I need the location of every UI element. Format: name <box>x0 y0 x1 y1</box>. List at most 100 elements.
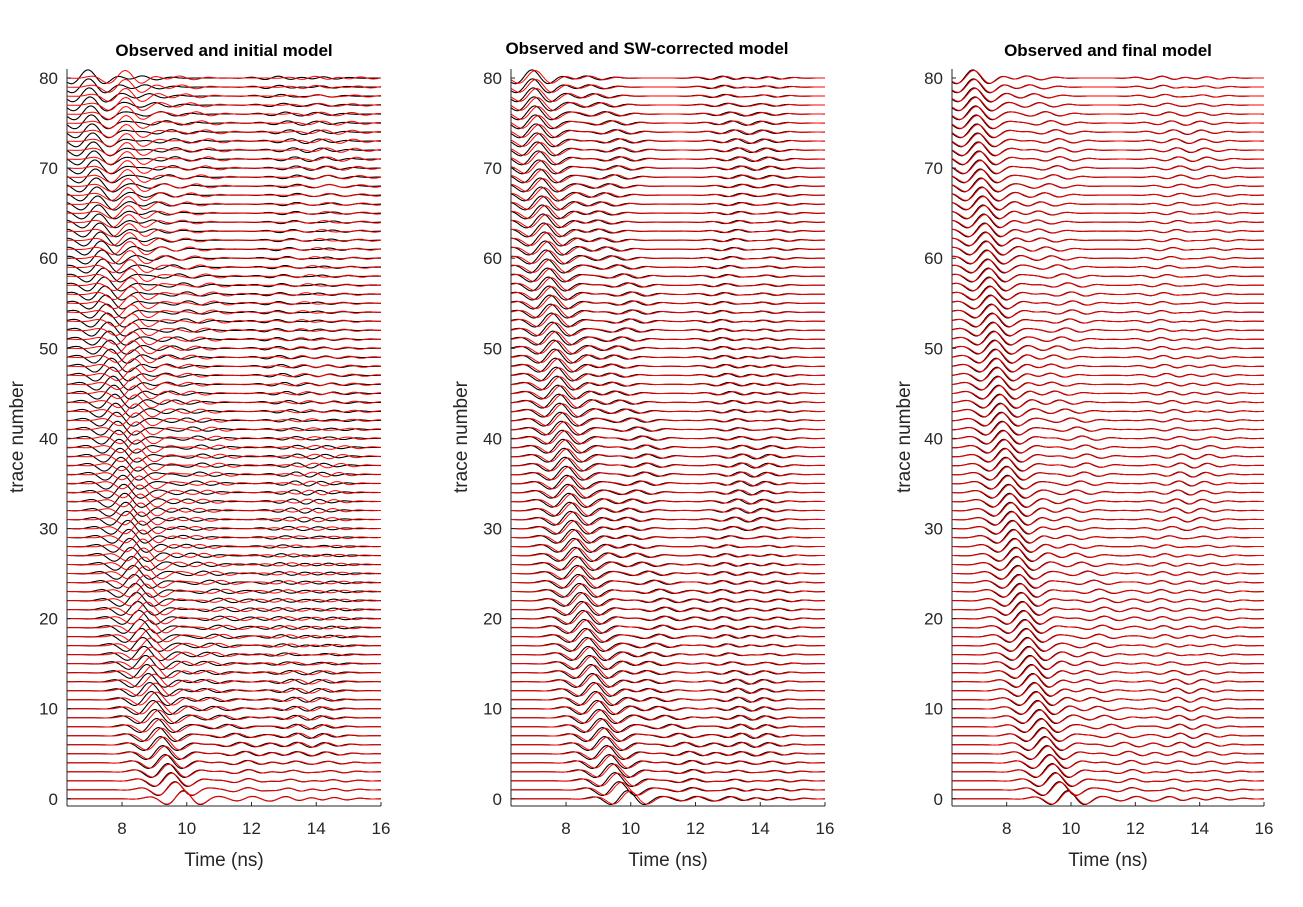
model-trace-8 <box>952 718 1264 733</box>
observed-trace-10 <box>67 699 381 716</box>
model-trace-0 <box>952 790 1264 805</box>
observed-trace-55 <box>951 294 1264 310</box>
model-trace-47 <box>67 367 381 381</box>
observed-trace-57 <box>66 276 381 292</box>
model-trace-39 <box>67 439 382 454</box>
y-tick-label: 10 <box>924 700 943 719</box>
observed-trace-7 <box>67 727 381 742</box>
y-tick-label: 30 <box>39 519 58 538</box>
model-trace-77 <box>510 97 825 111</box>
model-trace-33 <box>511 493 825 508</box>
model-trace-10 <box>67 700 381 715</box>
observed-trace-58 <box>66 267 381 283</box>
x-tick-label: 16 <box>1255 819 1274 838</box>
model-trace-6 <box>952 736 1264 751</box>
model-trace-24 <box>67 574 381 589</box>
y-tick-label: 10 <box>39 700 58 719</box>
model-trace-11 <box>511 691 825 706</box>
model-trace-49 <box>67 349 381 364</box>
observed-trace-74 <box>66 123 381 139</box>
observed-trace-60 <box>511 249 825 265</box>
trace-group <box>66 69 382 806</box>
model-trace-29 <box>952 529 1264 544</box>
model-trace-64 <box>510 214 826 228</box>
model-trace-68 <box>951 178 1264 192</box>
model-trace-43 <box>67 403 381 418</box>
model-trace-37 <box>951 457 1264 472</box>
observed-trace-15 <box>952 654 1264 671</box>
model-trace-2 <box>67 772 381 787</box>
model-trace-66 <box>951 196 1264 210</box>
model-trace-41 <box>952 421 1264 436</box>
observed-trace-8 <box>67 718 381 733</box>
observed-trace-57 <box>951 276 1264 292</box>
model-trace-4 <box>952 754 1264 769</box>
model-trace-71 <box>510 151 825 165</box>
model-trace-74 <box>951 124 1264 138</box>
model-trace-34 <box>67 484 381 499</box>
model-trace-48 <box>67 358 382 373</box>
model-trace-3 <box>952 763 1265 778</box>
x-tick-label: 10 <box>621 819 640 838</box>
model-trace-79 <box>510 78 825 93</box>
model-trace-3 <box>511 763 825 778</box>
model-trace-27 <box>511 547 825 562</box>
observed-trace-65 <box>66 204 381 220</box>
x-tick-label: 10 <box>177 819 196 838</box>
model-trace-36 <box>952 466 1264 481</box>
model-trace-65 <box>511 205 826 219</box>
model-trace-27 <box>67 547 381 562</box>
model-trace-0 <box>67 790 381 805</box>
model-trace-53 <box>951 313 1264 328</box>
panel-title: Observed and final model <box>1004 41 1212 60</box>
observed-trace-17 <box>67 636 381 652</box>
model-trace-76 <box>951 106 1264 120</box>
model-trace-42 <box>67 412 381 427</box>
model-trace-8 <box>511 718 825 733</box>
x-tick-label: 12 <box>242 819 261 838</box>
observed-trace-13 <box>67 672 381 688</box>
model-trace-53 <box>510 313 825 328</box>
model-trace-16 <box>952 646 1264 661</box>
y-axis-label: trace number <box>894 380 915 493</box>
model-trace-17 <box>67 637 381 652</box>
observed-trace-7 <box>952 727 1264 742</box>
model-trace-76 <box>510 106 825 120</box>
y-axis-label: trace number <box>451 380 472 493</box>
observed-trace-30 <box>951 519 1264 535</box>
x-tick-label: 16 <box>816 819 835 838</box>
model-trace-14 <box>952 664 1264 679</box>
observed-trace-73 <box>66 132 381 148</box>
model-trace-32 <box>67 502 381 517</box>
model-trace-54 <box>951 304 1264 319</box>
model-trace-67 <box>511 187 825 201</box>
model-trace-73 <box>951 133 1264 147</box>
model-trace-47 <box>951 367 1264 382</box>
x-tick-label: 16 <box>372 819 391 838</box>
model-trace-19 <box>952 619 1264 634</box>
model-trace-33 <box>951 493 1264 508</box>
model-trace-15 <box>67 655 381 670</box>
model-trace-28 <box>67 538 381 553</box>
x-tick-label: 8 <box>561 819 570 838</box>
model-trace-69 <box>510 169 825 183</box>
observed-trace-37 <box>511 456 825 472</box>
x-tick-label: 10 <box>1062 819 1081 838</box>
model-trace-26 <box>511 556 825 571</box>
model-trace-54 <box>510 304 825 318</box>
model-trace-62 <box>510 232 825 247</box>
model-trace-3 <box>67 763 382 778</box>
model-trace-39 <box>952 439 1264 454</box>
model-trace-18 <box>952 628 1264 643</box>
model-trace-15 <box>511 655 825 670</box>
y-tick-label: 20 <box>924 610 943 629</box>
model-trace-59 <box>951 259 1264 273</box>
model-trace-2 <box>511 772 825 787</box>
y-tick-label: 20 <box>39 610 58 629</box>
model-trace-62 <box>952 232 1264 247</box>
model-trace-71 <box>66 151 382 165</box>
observed-trace-33 <box>952 492 1264 508</box>
model-trace-4 <box>511 754 825 769</box>
axes: 8 10 12 14 16 0 10 20 30 40 50 60 70 80 <box>483 69 834 838</box>
model-trace-70 <box>66 160 382 174</box>
